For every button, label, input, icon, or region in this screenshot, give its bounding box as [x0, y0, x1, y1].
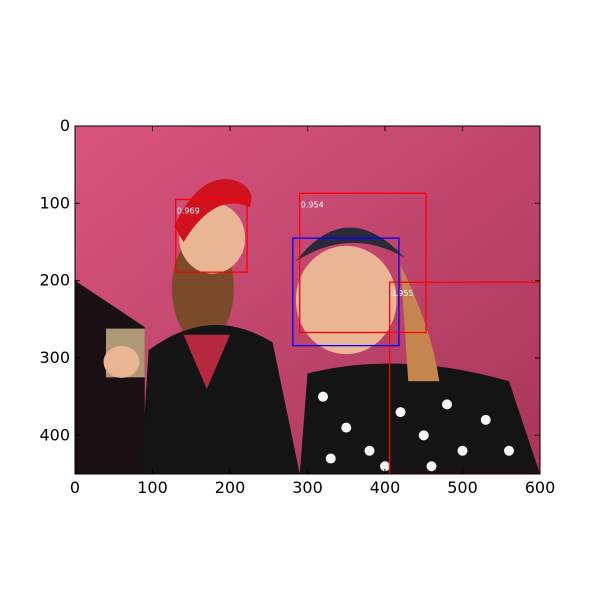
x-tick-label: 400 — [370, 478, 401, 497]
x-tick-label: 0 — [70, 478, 80, 497]
dress-dot — [504, 445, 514, 456]
left-top — [183, 334, 230, 389]
left-dress — [140, 324, 300, 474]
detection-box-3 — [292, 237, 400, 347]
dress-dot — [426, 461, 437, 472]
dress-dot — [395, 407, 406, 418]
y-tick-label: 200 — [39, 271, 70, 290]
x-tick-label: 200 — [215, 478, 246, 497]
dress-dot — [325, 453, 336, 464]
y-axis: 0 100 200 300 400 — [39, 116, 540, 444]
y-tick-label: 100 — [39, 193, 70, 212]
x-axis: 0 100 200 300 400 500 600 — [70, 126, 555, 497]
dress-dot — [318, 391, 328, 402]
red-ribbon — [174, 179, 252, 242]
left-hand — [103, 345, 140, 378]
right-face — [295, 245, 397, 355]
y-tick-label: 400 — [39, 425, 70, 444]
y-tick-label: 0 — [60, 116, 70, 135]
detection-box-2 — [388, 281, 540, 474]
x-tick-label: 300 — [292, 478, 323, 497]
dress-dot — [480, 414, 491, 425]
detection-score-1: 0.954 — [301, 200, 324, 209]
detection-score-0: 0.969 — [177, 206, 200, 215]
x-tick-label: 100 — [137, 478, 168, 497]
dress-dot — [364, 445, 375, 456]
photo-image — [75, 126, 540, 474]
headscarf — [295, 227, 405, 262]
dress-dot — [380, 461, 390, 472]
y-tick-label: 300 — [39, 348, 70, 367]
dress-dot — [442, 399, 452, 410]
detection-score-2: 0.955 — [391, 289, 414, 298]
detection-box-1 — [299, 192, 427, 334]
dress-dot — [457, 445, 468, 456]
detection-boxes: 0.969 0.954 0.955 — [175, 192, 540, 474]
x-tick-label: 500 — [447, 478, 478, 497]
dress-dot — [418, 430, 429, 441]
x-tick-label: 600 — [525, 478, 556, 497]
dress-dot — [341, 422, 352, 433]
detection-box-0 — [175, 198, 248, 273]
right-dress — [299, 363, 540, 474]
right-hair — [400, 265, 440, 382]
